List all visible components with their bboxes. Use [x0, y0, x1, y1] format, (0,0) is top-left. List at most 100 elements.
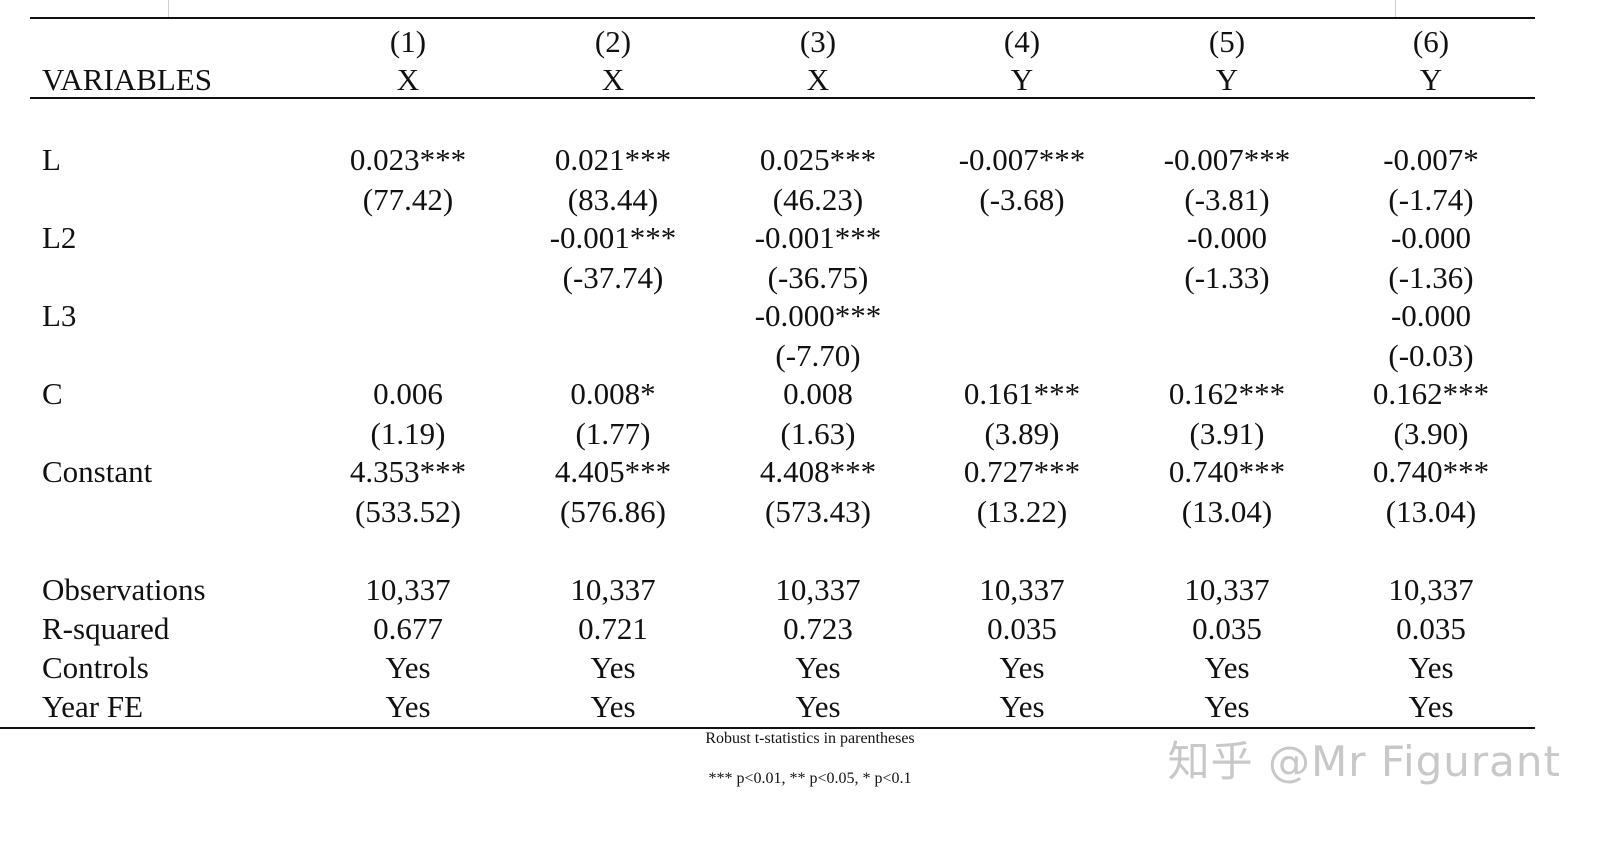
tstat-cell: (-37.74) [562, 260, 664, 295]
column-number: (6) [1412, 24, 1450, 59]
tstat-cell: (-3.68) [979, 182, 1065, 217]
row-label: L3 [42, 298, 77, 333]
row-label: Constant [42, 454, 153, 489]
stat-value: 0.723 [783, 611, 853, 646]
bottom-rule [0, 727, 1535, 729]
stat-value: Yes [795, 650, 841, 685]
frame-mark-left [168, 0, 169, 18]
row-label: L2 [42, 220, 77, 255]
coefficient-cell: 4.408*** [759, 454, 877, 489]
coefficient-cell: 0.008 [783, 376, 853, 411]
stat-value: Yes [999, 650, 1045, 685]
tstat-cell: (1.77) [575, 416, 651, 451]
stat-value: 0.677 [373, 611, 443, 646]
watermark-text: 知乎 @Mr Figurant [1167, 737, 1561, 786]
coefficient-cell: 0.006 [373, 376, 443, 411]
tstat-cell: (83.44) [567, 182, 659, 217]
dependent-variable: Y [1419, 62, 1443, 97]
column-number: (4) [1003, 24, 1041, 59]
stat-value: Yes [1204, 650, 1250, 685]
row-label: L [42, 142, 61, 177]
coefficient-cell: -0.000 [1186, 220, 1268, 255]
stat-value: Yes [999, 689, 1045, 724]
coefficient-cell: -0.000*** [754, 298, 882, 333]
coefficient-cell: -0.000 [1390, 298, 1472, 333]
tstat-cell: (-3.81) [1184, 182, 1270, 217]
stat-value: 10,337 [775, 572, 861, 607]
coefficient-cell: 4.353*** [349, 454, 467, 489]
stat-label: Observations [42, 572, 206, 607]
stat-value: 0.035 [1192, 611, 1262, 646]
coefficient-cell: -0.000 [1390, 220, 1472, 255]
dependent-variable: Y [1215, 62, 1239, 97]
dependent-variable: X [396, 62, 420, 97]
coefficient-cell: -0.007*** [1163, 142, 1291, 177]
dependent-variable: Y [1010, 62, 1034, 97]
column-number: (1) [389, 24, 427, 59]
tstat-cell: (-1.74) [1388, 182, 1474, 217]
tstat-cell: (13.04) [1181, 494, 1273, 529]
note-robust-tstat: Robust t-statistics in parentheses [705, 730, 915, 747]
coefficient-cell: 0.727*** [963, 454, 1081, 489]
stat-value: Yes [1408, 689, 1454, 724]
tstat-cell: (13.22) [976, 494, 1068, 529]
stat-label: Controls [42, 650, 149, 685]
stat-value: 10,337 [1184, 572, 1270, 607]
stat-value: Yes [385, 650, 431, 685]
dependent-variable: X [806, 62, 830, 97]
coefficient-cell: 0.161*** [963, 376, 1081, 411]
header-rule [30, 97, 1535, 99]
stat-label: R-squared [42, 611, 170, 646]
tstat-cell: (1.19) [370, 416, 446, 451]
coefficient-cell: -0.001*** [754, 220, 882, 255]
tstat-cell: (-36.75) [767, 260, 869, 295]
tstat-cell: (1.63) [780, 416, 856, 451]
tstat-cell: (-7.70) [775, 338, 861, 373]
coefficient-cell: -0.007* [1383, 142, 1479, 177]
coefficient-cell: -0.007*** [958, 142, 1086, 177]
frame-mark-right [1395, 0, 1396, 18]
stat-value: 0.035 [1396, 611, 1466, 646]
stat-value: 10,337 [1388, 572, 1474, 607]
stat-value: 10,337 [570, 572, 656, 607]
tstat-cell: (46.23) [772, 182, 864, 217]
stat-value: 0.721 [578, 611, 648, 646]
note-significance: *** p<0.01, ** p<0.05, * p<0.1 [708, 770, 912, 787]
stat-value: 10,337 [365, 572, 451, 607]
variables-header: VARIABLES [42, 62, 212, 97]
tstat-cell: (77.42) [362, 182, 454, 217]
stat-value: Yes [795, 689, 841, 724]
tstat-cell: (3.90) [1393, 416, 1469, 451]
column-number: (3) [799, 24, 837, 59]
stat-value: 10,337 [979, 572, 1065, 607]
tstat-cell: (576.86) [560, 494, 666, 529]
column-number: (2) [594, 24, 632, 59]
stat-value: Yes [1204, 689, 1250, 724]
stat-value: 0.035 [987, 611, 1057, 646]
top-rule [30, 17, 1535, 19]
tstat-cell: (-1.33) [1184, 260, 1270, 295]
coefficient-cell: 0.162*** [1372, 376, 1490, 411]
coefficient-cell: 0.008* [570, 376, 656, 411]
stat-label: Year FE [42, 689, 144, 724]
coefficient-cell: 0.740*** [1168, 454, 1286, 489]
coefficient-cell: 0.023*** [349, 142, 467, 177]
dependent-variable: X [601, 62, 625, 97]
stat-value: Yes [590, 689, 636, 724]
stat-value: Yes [1408, 650, 1454, 685]
tstat-cell: (533.52) [355, 494, 461, 529]
coefficient-cell: 0.025*** [759, 142, 877, 177]
row-label: C [42, 376, 63, 411]
column-number: (5) [1208, 24, 1246, 59]
tstat-cell: (573.43) [765, 494, 871, 529]
tstat-cell: (13.04) [1385, 494, 1477, 529]
coefficient-cell: -0.001*** [549, 220, 677, 255]
tstat-cell: (-0.03) [1388, 338, 1474, 373]
coefficient-cell: 0.021*** [554, 142, 672, 177]
stat-value: Yes [590, 650, 636, 685]
coefficient-cell: 0.162*** [1168, 376, 1286, 411]
coefficient-cell: 0.740*** [1372, 454, 1490, 489]
coefficient-cell: 4.405*** [554, 454, 672, 489]
tstat-cell: (-1.36) [1388, 260, 1474, 295]
stat-value: Yes [385, 689, 431, 724]
